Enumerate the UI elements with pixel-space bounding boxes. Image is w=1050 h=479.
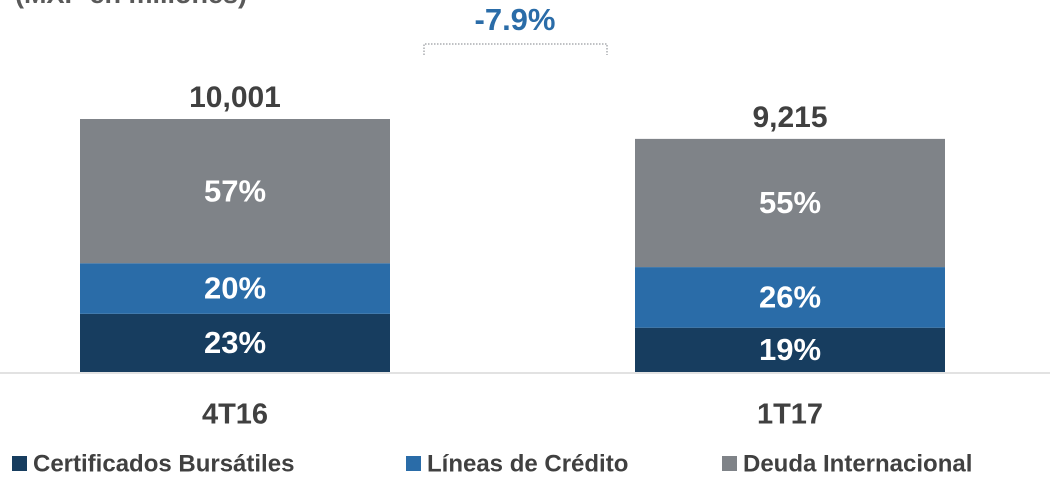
change-annotation: -7.9% bbox=[475, 2, 556, 37]
legend-swatch bbox=[12, 456, 27, 471]
segment-label: 57% bbox=[204, 173, 266, 208]
segment-label: 23% bbox=[204, 325, 266, 360]
x-tick-label: 1T17 bbox=[757, 399, 823, 431]
bar-segment bbox=[635, 267, 945, 328]
bar-segment bbox=[635, 138, 945, 268]
bar-segment bbox=[635, 327, 945, 372]
total-label: 9,215 bbox=[752, 101, 827, 134]
bar-segment bbox=[80, 263, 390, 314]
legend-label: Deuda Internacional bbox=[743, 450, 972, 477]
x-tick-label: 4T16 bbox=[202, 399, 268, 431]
segment-label: 19% bbox=[759, 332, 821, 367]
chart-title: (MXP en millones) bbox=[15, 0, 247, 9]
change-bracket bbox=[423, 43, 608, 55]
bar-segment bbox=[80, 119, 390, 264]
segment-label: 55% bbox=[759, 185, 821, 220]
total-label: 10,001 bbox=[189, 81, 281, 114]
legend-label: Certificados Bursátiles bbox=[33, 450, 294, 477]
legend-swatch bbox=[406, 456, 421, 471]
legend-swatch bbox=[722, 456, 737, 471]
legend-label: Líneas de Crédito bbox=[427, 450, 628, 477]
segment-label: 20% bbox=[204, 271, 266, 306]
bar-segment bbox=[80, 313, 390, 372]
segment-label: 26% bbox=[759, 280, 821, 315]
